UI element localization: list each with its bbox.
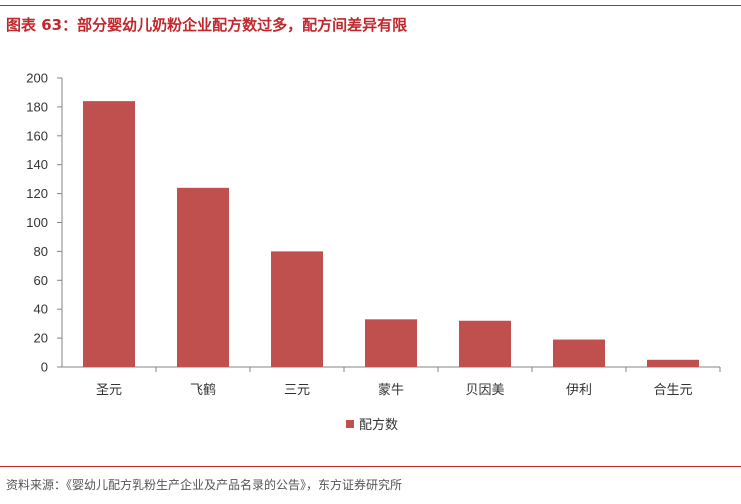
- bar: [553, 339, 605, 367]
- y-tick-label: 100: [26, 215, 48, 230]
- category-label: 合生元: [653, 383, 692, 398]
- bar: [177, 187, 229, 367]
- y-tick-label: 0: [41, 360, 48, 375]
- y-tick-label: 80: [34, 244, 48, 259]
- y-tick-label: 140: [26, 157, 48, 172]
- top-rule: [0, 5, 741, 6]
- category-label: 蒙牛: [378, 383, 404, 398]
- category-label: 伊利: [566, 383, 592, 398]
- category-label: 圣元: [96, 383, 122, 398]
- bar: [365, 319, 417, 367]
- category-label: 三元: [284, 383, 310, 398]
- legend-swatch: [346, 420, 354, 428]
- bar: [83, 101, 135, 368]
- figure-title: 图表 63：部分婴幼儿奶粉企业配方数过多，配方间差异有限: [6, 16, 408, 34]
- y-tick-label: 20: [34, 331, 48, 346]
- bar: [647, 359, 699, 367]
- y-tick-label: 200: [26, 71, 48, 86]
- legend-label: 配方数: [359, 417, 398, 433]
- category-label: 贝因美: [465, 383, 504, 398]
- y-tick-label: 180: [26, 99, 48, 114]
- y-tick-label: 120: [26, 186, 48, 201]
- y-tick-label: 60: [34, 273, 48, 288]
- bar: [459, 320, 511, 367]
- bar: [271, 251, 323, 367]
- y-tick-label: 40: [34, 302, 48, 317]
- category-label: 飞鹤: [190, 382, 216, 398]
- bar-chart: 0 20 40 60 80 100 120 140 160 180 200 圣元 飞鹤 三元 蒙牛 贝因美 伊利…: [26, 71, 721, 433]
- source-note: 资料来源：《婴幼儿配方乳粉生产企业及产品名录的公告》，东方证券研究所: [6, 478, 403, 492]
- y-tick-label: 160: [26, 128, 48, 143]
- bottom-rule: [0, 466, 741, 467]
